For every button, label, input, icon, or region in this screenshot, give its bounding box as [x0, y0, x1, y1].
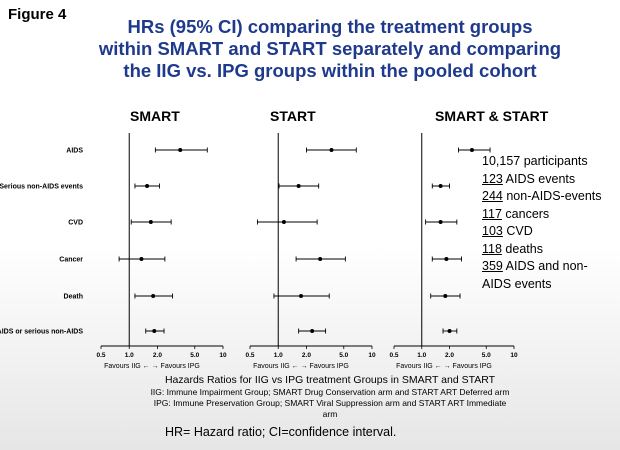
stats-line-8: AIDS events	[482, 276, 552, 291]
stats-line-7: 359 AIDS and non-	[482, 259, 588, 273]
hr-point	[148, 220, 153, 224]
hr-point	[281, 220, 286, 224]
x-tick-label: 10	[219, 352, 227, 359]
x-tick-label: 1.0	[417, 352, 426, 359]
hr-point	[151, 294, 156, 298]
stats-box: 10,157 participants 123 AIDS events 244 …	[482, 153, 602, 293]
x-tick-label: 5.0	[482, 352, 491, 359]
caption: Hazards Ratios for IIG vs IPG treatment …	[150, 374, 510, 420]
caption-line-3: IPG: Immune Preservation Group; SMART Vi…	[153, 398, 507, 419]
stats-line-1: 10,157 participants	[482, 154, 588, 168]
title-line-3: the IIG vs. IPG groups within the pooled…	[123, 60, 537, 81]
title-line-1: HRs (95% CI) comparing the treatment gro…	[127, 16, 533, 37]
hr-point	[469, 148, 474, 152]
x-tick-label: 2.0	[302, 352, 311, 359]
footnote: HR= Hazard ratio; CI=confidence interval…	[165, 425, 397, 439]
hr-point	[438, 184, 443, 188]
stats-line-5: 103 CVD	[482, 224, 533, 238]
stats-line-3: 244 non-AIDS-events	[482, 189, 602, 203]
caption-line-1: Hazards Ratios for IIG vs IPG treatment …	[164, 374, 496, 386]
hr-point	[152, 329, 157, 333]
x-tick-label: 0.5	[389, 352, 398, 359]
hr-point	[310, 329, 315, 333]
hr-point	[318, 257, 323, 261]
x-tick-label: 0.5	[96, 352, 105, 359]
x-tick-label: 2.0	[153, 352, 162, 359]
x-tick-label: 10	[510, 352, 518, 359]
chart-title: HRs (95% CI) comparing the treatment gro…	[60, 16, 600, 82]
panel-title: START	[270, 108, 316, 124]
hr-point	[299, 294, 304, 298]
hr-point	[443, 294, 448, 298]
hr-point	[329, 148, 334, 152]
row-label: Serious non-AIDS events	[0, 184, 83, 191]
hr-point	[447, 329, 452, 333]
row-label: Cancer	[59, 257, 83, 264]
favours-label: Favours IIG ← → Favours IPG	[104, 363, 200, 370]
panel-title: SMART & START	[435, 108, 549, 124]
hr-point	[438, 220, 443, 224]
title-line-2: within SMART and START separately and co…	[98, 38, 562, 59]
caption-line-2: IIG: Immune Impairment Group; SMART Drug…	[150, 387, 510, 397]
x-tick-label: 10	[368, 352, 376, 359]
row-label: Death	[64, 294, 83, 301]
hr-point	[296, 184, 301, 188]
x-tick-label: 5.0	[339, 352, 348, 359]
hr-point	[178, 148, 183, 152]
x-tick-label: 1.0	[125, 352, 134, 359]
row-label: CVD	[68, 220, 83, 227]
stats-line-2: 123 AIDS events	[482, 171, 576, 186]
panel-title: SMART	[130, 108, 180, 124]
x-tick-label: 5.0	[190, 352, 199, 359]
x-tick-label: 1.0	[274, 352, 283, 359]
stats-line-4: 117 cancers	[482, 206, 550, 221]
hr-point	[139, 257, 144, 261]
hr-point	[145, 184, 150, 188]
x-tick-label: 2.0	[445, 352, 454, 359]
x-tick-label: 0.5	[245, 352, 254, 359]
row-label: Any AIDS or serious non-AIDS	[0, 329, 83, 336]
figure-label: Figure 4	[8, 6, 67, 23]
hr-point	[444, 257, 449, 261]
favours-label: Favours IIG ← → Favours IPG	[396, 363, 492, 370]
stats-line-6: 118 deaths	[482, 241, 543, 256]
row-label: AIDS	[66, 148, 83, 155]
favours-label: Favours IIG ← → Favours IPG	[253, 363, 349, 370]
